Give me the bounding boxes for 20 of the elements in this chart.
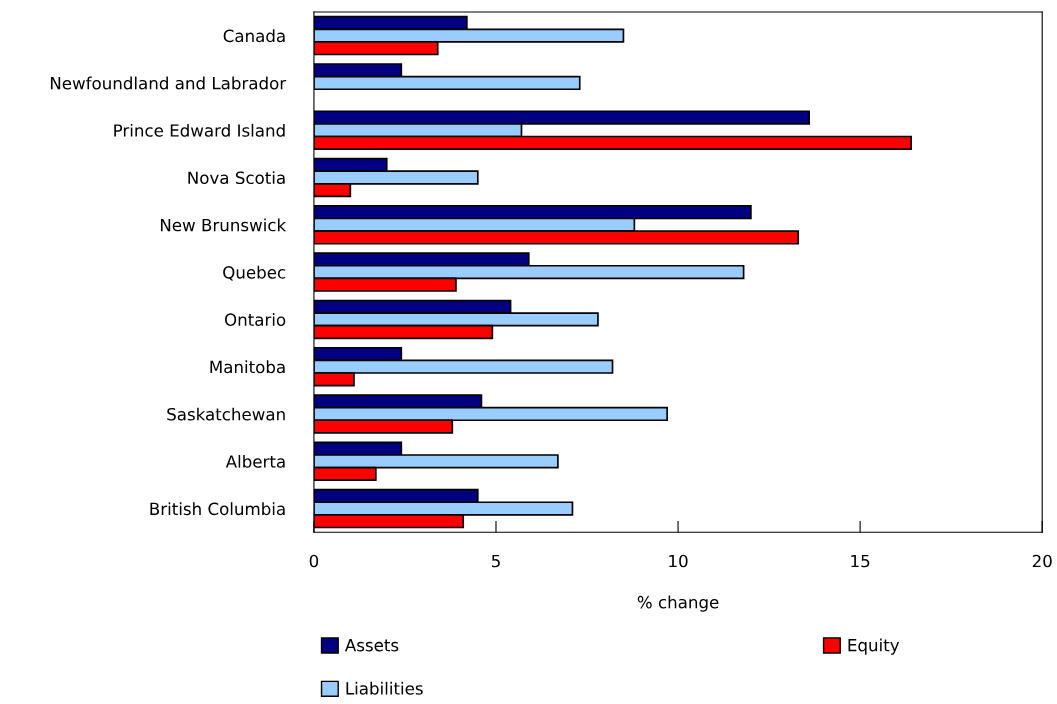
y-tick-label: Newfoundland and Labrador [50,76,287,90]
y-tick-label: British Columbia [150,502,285,516]
legend-label: Equity [848,638,900,655]
legend-label: Liabilities [346,681,423,695]
y-tick-label: Prince Edward Island [114,123,285,137]
y-tick-label: Nova Scotia [188,171,285,185]
x-tick-label: 0 [309,554,319,568]
y-tick-label: Quebec [223,265,286,281]
y-tick-label: Alberta [225,454,285,468]
x-tick-label: 10 [669,554,688,568]
x-tick-label: 15 [851,554,870,568]
x-tick-label: 20 [1032,554,1052,568]
legend-label: Assets [344,639,399,652]
y-tick-label: New Brunswick [160,218,287,232]
x-tick-label: 5 [491,554,500,568]
y-tick-label: Canada [223,29,285,43]
y-tick-label: Manitoba [210,360,285,374]
y-tick-label: Ontario [224,313,286,326]
y-tick-label: Saskatchewan [167,407,285,421]
x-axis-title: % change [637,595,719,612]
